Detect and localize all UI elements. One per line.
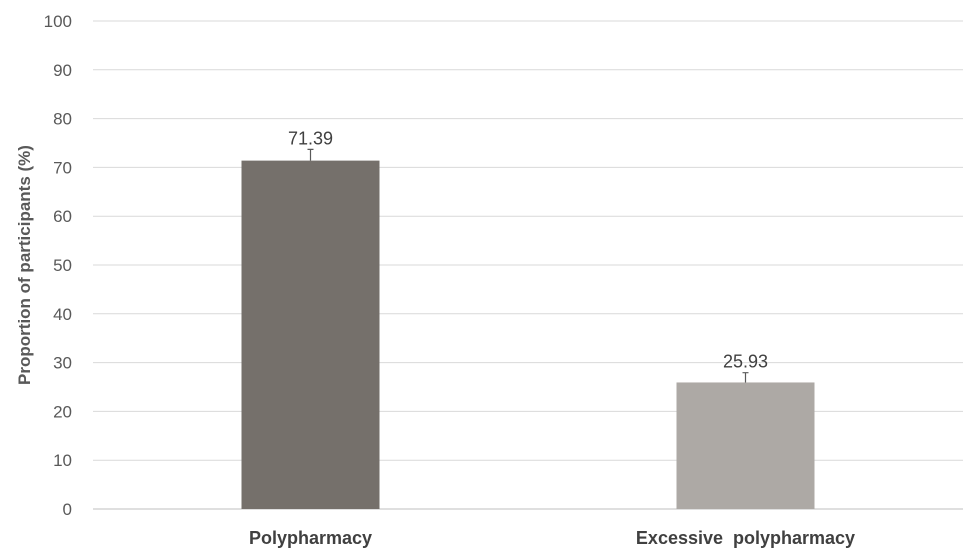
- y-tick-label: 0: [63, 500, 72, 519]
- y-tick-label: 50: [53, 256, 72, 275]
- y-tick-label: 10: [53, 451, 72, 470]
- y-tick-label: 90: [53, 61, 72, 80]
- y-axis-ticks: 0 10 20 30 40 50 60 70 80 90 100: [44, 12, 72, 519]
- data-label: 71.39: [288, 128, 333, 148]
- y-tick-label: 60: [53, 207, 72, 226]
- y-tick-label: 20: [53, 402, 72, 421]
- bar: [676, 382, 815, 509]
- y-tick-label: 70: [53, 158, 72, 177]
- error-bar: [742, 372, 749, 383]
- error-bar: [307, 148, 314, 161]
- data-label: 25.93: [723, 352, 768, 372]
- y-axis-title: Proportion of participants (%): [15, 145, 34, 385]
- bar: [241, 160, 380, 509]
- y-tick-label: 100: [44, 12, 72, 31]
- y-tick-label: 40: [53, 305, 72, 324]
- category-label: Excessive polypharmacy: [636, 528, 855, 548]
- gridlines: [93, 20, 963, 510]
- bars: [241, 148, 815, 509]
- y-tick-label: 30: [53, 354, 72, 373]
- labels: 71.39 Polypharmacy 25.93 Excessive polyphar…: [249, 128, 855, 548]
- y-tick-label: 80: [53, 110, 72, 129]
- category-label: Polypharmacy: [249, 528, 372, 548]
